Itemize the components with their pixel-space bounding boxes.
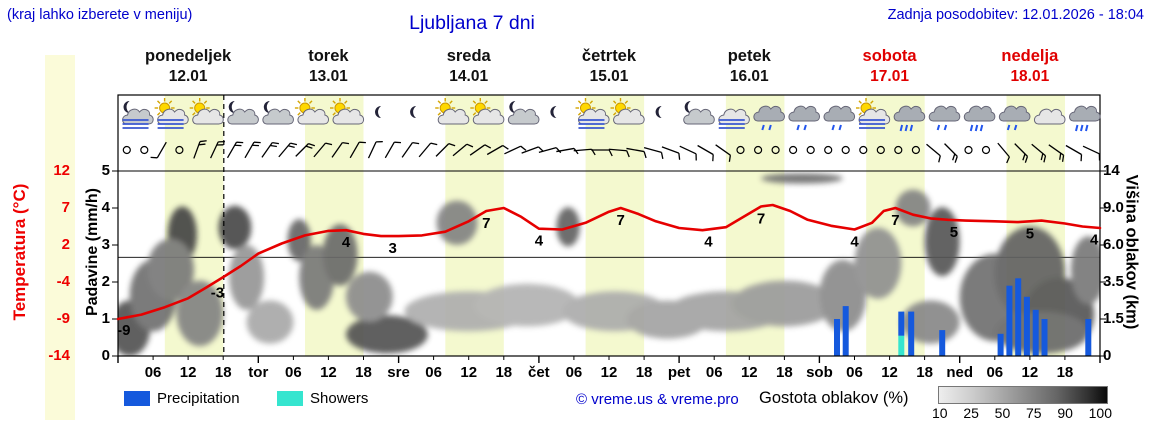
svg-text:-3: -3	[211, 284, 224, 301]
time-tick-tor: tor	[248, 364, 269, 381]
density-tick: 75	[1025, 405, 1042, 421]
density-tick: 90	[1057, 405, 1073, 421]
time-tick-12: 12	[460, 364, 478, 381]
precipitation-tick: 1	[101, 310, 110, 327]
showers-legend-label: Showers	[310, 390, 369, 407]
precipitation-swatch	[124, 391, 150, 406]
time-tick-čet: čet	[528, 364, 550, 381]
time-tick-18: 18	[214, 364, 232, 381]
day-name-torek: torek	[308, 47, 349, 65]
time-tick-sre: sre	[387, 364, 410, 381]
day-date-četrtek: 15.01	[589, 68, 629, 85]
precipitation-tick: 5	[101, 162, 110, 179]
precipitation-legend-label: Precipitation	[157, 390, 240, 407]
day-name-petek: petek	[727, 47, 771, 65]
cloud-density-ticks: 10 25 50 75 90 100	[932, 405, 1112, 421]
time-tick-06: 06	[425, 364, 442, 381]
svg-text:3: 3	[389, 240, 397, 257]
time-tick-12: 12	[600, 364, 618, 381]
time-tick-ned: ned	[946, 364, 974, 381]
temperature-tick: 12	[53, 162, 70, 179]
precipitation-tick: 4	[101, 199, 110, 216]
precipitation-tick: 2	[101, 273, 110, 290]
time-tick-06: 06	[285, 364, 302, 381]
density-tick: 50	[994, 405, 1011, 421]
cloud-density-label: Gostota oblakov (%)	[759, 389, 909, 407]
left-strip	[45, 55, 75, 420]
time-tick-12: 12	[1021, 364, 1039, 381]
showers-swatch	[277, 391, 303, 406]
svg-text:4: 4	[850, 234, 859, 251]
svg-text:4: 4	[535, 233, 544, 250]
day-date-ponedeljek: 12.01	[168, 68, 208, 85]
time-tick-06: 06	[986, 364, 1004, 381]
density-tick: 25	[963, 405, 979, 421]
temperature-tick: -9	[56, 310, 70, 327]
copyright-link[interactable]: © vreme.us & vreme.pro	[576, 391, 739, 408]
day-date-sobota: 17.01	[870, 68, 909, 85]
svg-text:7: 7	[891, 212, 899, 229]
temperature-tick: 7	[61, 199, 70, 216]
menu-hint: (kraj lahko izberete v meniju)	[7, 7, 193, 23]
density-tick: 100	[1088, 405, 1112, 421]
svg-text:7: 7	[482, 215, 490, 232]
time-tick-pet: pet	[667, 364, 691, 381]
day-name-četrtek: četrtek	[581, 47, 637, 65]
last-update: Zadnja posodobitev: 12.01.2026 - 18:04	[887, 7, 1144, 23]
temperature-tick: -4	[56, 273, 70, 290]
svg-text:7: 7	[757, 211, 765, 228]
time-tick-06: 06	[705, 364, 723, 381]
cloud-height-tick: 9.0	[1103, 199, 1124, 216]
day-date-nedelja: 18.01	[1010, 68, 1050, 85]
day-name-nedelja: nedelja	[1001, 47, 1059, 65]
temperature-tick: 2	[61, 236, 70, 253]
svg-text:4: 4	[1090, 232, 1099, 249]
time-tick-sob: sob	[806, 364, 833, 381]
cloud-density-scale	[938, 386, 1108, 404]
day-name-sreda: sreda	[446, 47, 491, 65]
cloud-height-tick: 3.5	[1103, 273, 1124, 290]
precipitation-tick: 0	[101, 347, 110, 364]
precipitation-tick: 3	[101, 236, 110, 253]
svg-text:5: 5	[950, 224, 958, 241]
svg-text:4: 4	[342, 234, 351, 251]
density-tick: 10	[932, 405, 948, 421]
svg-text:4: 4	[704, 234, 713, 251]
time-tick-18: 18	[916, 364, 933, 381]
time-tick-06: 06	[565, 364, 583, 381]
cloud-height-tick: 14	[1103, 162, 1120, 179]
time-tick-12: 12	[881, 364, 898, 381]
svg-text:-9: -9	[117, 322, 130, 339]
svg-text:7: 7	[617, 212, 625, 229]
day-name-sobota: sobota	[862, 47, 917, 65]
time-tick-12: 12	[740, 364, 758, 381]
time-tick-12: 12	[320, 364, 337, 381]
cloud-height-tick: 1.5	[1103, 310, 1124, 327]
day-date-petek: 16.01	[729, 68, 769, 85]
svg-text:5: 5	[1026, 225, 1034, 242]
time-tick-12: 12	[179, 364, 197, 381]
time-tick-18: 18	[355, 364, 372, 381]
time-tick-06: 06	[846, 364, 863, 381]
time-tick-06: 06	[144, 364, 162, 381]
day-date-sreda: 14.01	[449, 68, 489, 85]
cloud-height-tick: 0	[1103, 347, 1112, 364]
time-tick-18: 18	[1056, 364, 1074, 381]
time-tick-18: 18	[495, 364, 513, 381]
time-tick-18: 18	[776, 364, 793, 381]
cloud-height-tick: 6.0	[1103, 236, 1124, 253]
day-date-torek: 13.01	[309, 68, 348, 85]
day-name-ponedeljek: ponedeljek	[145, 47, 232, 65]
temperature-tick: -14	[48, 347, 70, 364]
page-title: Ljubljana 7 dni	[409, 12, 535, 34]
time-tick-18: 18	[635, 364, 653, 381]
